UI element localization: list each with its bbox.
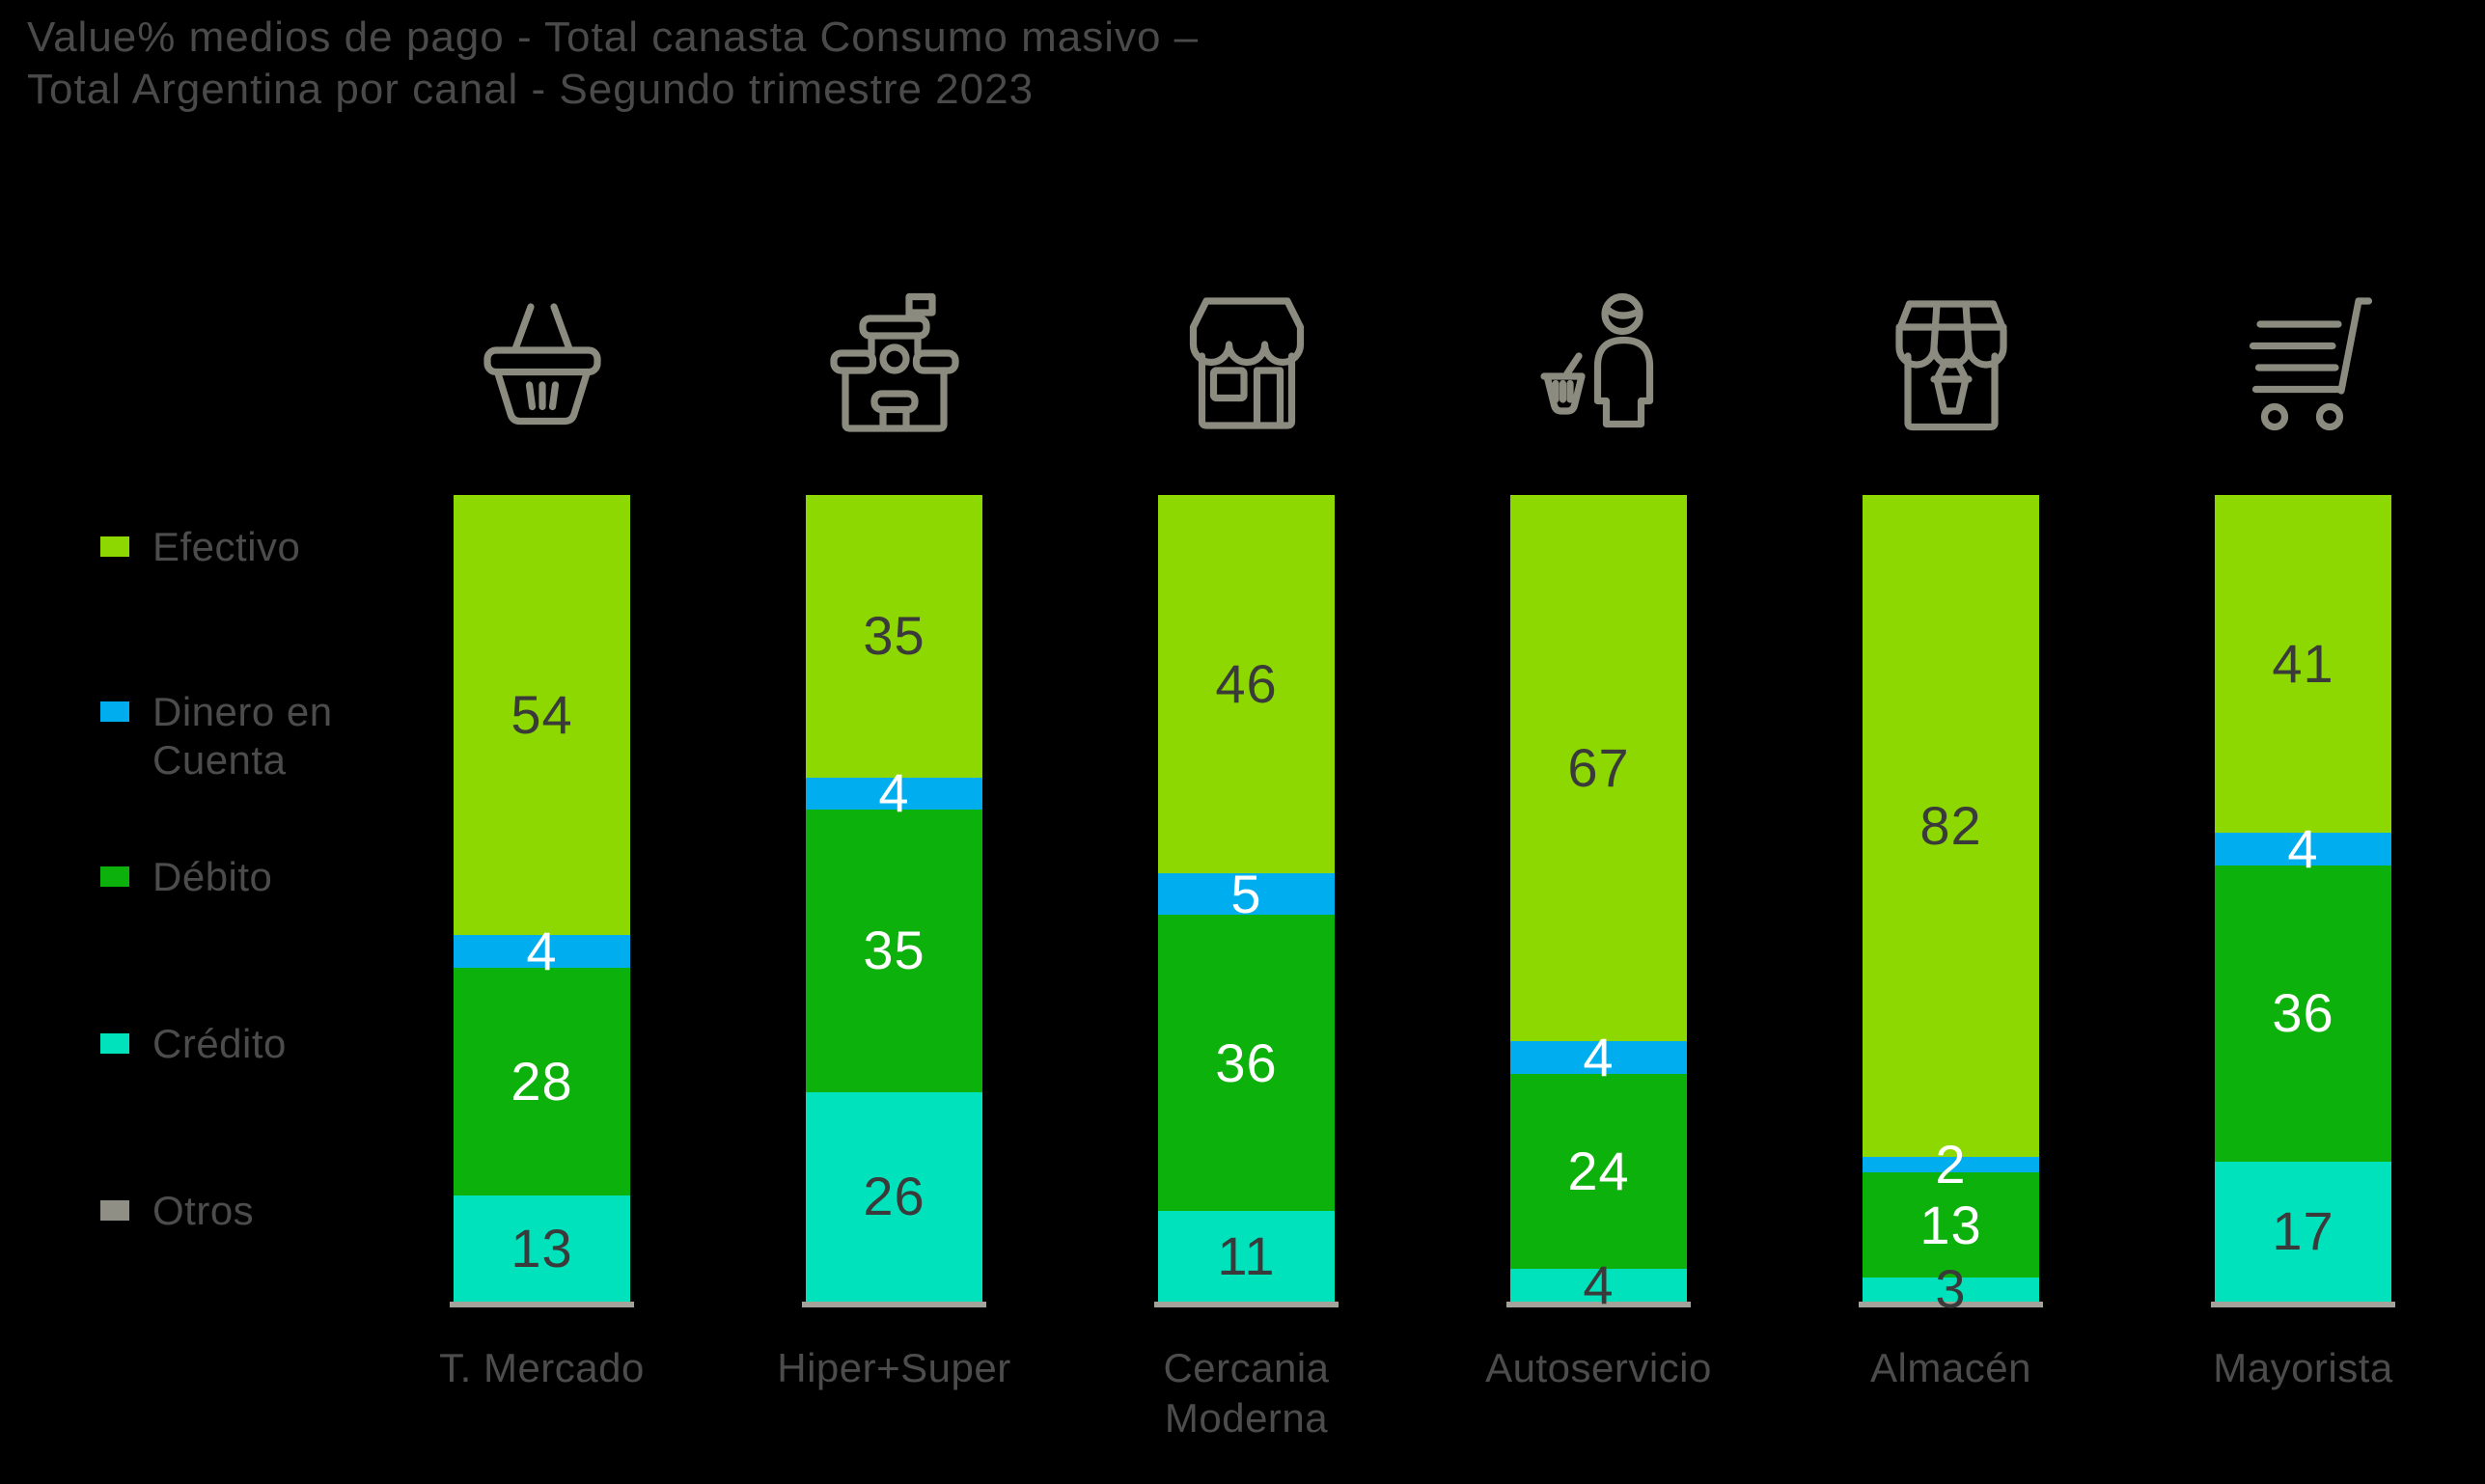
segment-otros <box>802 1302 986 1307</box>
value-label: 13 <box>511 1218 573 1279</box>
value-label: 46 <box>1215 653 1278 715</box>
value-label: 36 <box>1215 1031 1278 1093</box>
segment-d-bito: 36 <box>1158 915 1335 1212</box>
category-label: Hiper+Super <box>777 1345 1011 1390</box>
bar-column: 46 5 36 11 <box>1154 495 1339 1307</box>
category-label: T. Mercado <box>439 1345 645 1390</box>
bar-column: 67 4 24 4 <box>1506 495 1691 1312</box>
segment-cr-dito: 11 <box>1158 1211 1335 1302</box>
legend-item: Dinero en Cuenta <box>100 688 333 784</box>
segment-cr-dito: 17 <box>2215 1161 2391 1302</box>
segment-cr-dito: 26 <box>806 1091 982 1302</box>
segment-dinero-en-cuenta: 4 <box>2215 821 2391 875</box>
legend-item: Débito <box>100 853 272 901</box>
segment-efectivo: 41 <box>2215 495 2391 833</box>
value-label: 17 <box>2272 1200 2334 1262</box>
value-label: 4 <box>526 920 558 981</box>
value-label: 82 <box>1919 794 1982 856</box>
legend-label: Otros <box>152 1188 255 1233</box>
shopper-icon <box>1527 289 1671 434</box>
segment-dinero-en-cuenta: 4 <box>454 923 630 977</box>
legend-item: Otros <box>100 1187 254 1235</box>
value-label: 4 <box>1583 1026 1615 1087</box>
segment-d-bito: 13 <box>1863 1172 2039 1278</box>
bar-column: 54 4 28 13 <box>450 495 634 1307</box>
value-label: 41 <box>2272 632 2334 694</box>
legend-swatch <box>100 866 129 887</box>
value-label: 67 <box>1567 736 1630 798</box>
legend-item: Crédito <box>100 1020 287 1068</box>
value-label: 24 <box>1567 1140 1630 1201</box>
segment-dinero-en-cuenta: 2 <box>1863 1137 2039 1191</box>
value-label: 5 <box>1230 863 1262 924</box>
segment-dinero-en-cuenta: 4 <box>806 766 982 820</box>
cart-icon <box>2231 289 2376 434</box>
value-label: 54 <box>511 684 573 746</box>
segment-otros <box>1506 1302 1691 1307</box>
segment-cr-dito: 4 <box>1510 1258 1687 1312</box>
category-label: Almacén <box>1870 1345 2031 1390</box>
segment-otros <box>1154 1302 1339 1307</box>
segment-efectivo: 46 <box>1158 495 1335 874</box>
value-label: 11 <box>1217 1225 1276 1287</box>
bar-column: 82 2 13 3 <box>1859 495 2043 1316</box>
legend-label: Efectivo <box>152 524 301 569</box>
segment-efectivo: 54 <box>454 495 630 936</box>
storefront-icon <box>1174 289 1319 434</box>
legend-swatch <box>100 1200 129 1221</box>
segment-d-bito: 24 <box>1510 1073 1687 1270</box>
category-label: Autoservicio <box>1485 1345 1712 1390</box>
segment-efectivo: 67 <box>1510 495 1687 1041</box>
basket-icon <box>470 289 615 434</box>
value-label: 3 <box>1935 1258 1967 1320</box>
segment-cr-dito: 13 <box>454 1195 630 1302</box>
bar-column: 35 4 35 26 <box>802 495 986 1307</box>
segment-d-bito: 28 <box>454 967 630 1196</box>
segment-efectivo: 35 <box>806 495 982 778</box>
value-label: 26 <box>863 1166 925 1227</box>
legend-label: Crédito <box>152 1021 287 1066</box>
segment-otros <box>1859 1302 2043 1307</box>
value-label: 4 <box>878 762 910 824</box>
segment-otros <box>450 1302 634 1307</box>
legend-item: Efectivo <box>100 523 300 571</box>
segment-d-bito: 36 <box>2215 865 2391 1162</box>
category-label: Cercania Moderna <box>1163 1345 1330 1441</box>
chart-title: Value% medios de pago - Total canasta Co… <box>27 14 1200 113</box>
bar-column: 41 4 36 17 <box>2211 495 2395 1307</box>
value-label: 13 <box>1919 1194 1982 1255</box>
legend-swatch <box>100 1033 129 1054</box>
segment-dinero-en-cuenta: 5 <box>1158 866 1335 921</box>
segment-efectivo: 82 <box>1863 495 2039 1157</box>
segment-otros <box>2211 1302 2395 1307</box>
category-label: Mayorista <box>2213 1345 2393 1390</box>
segment-dinero-en-cuenta: 4 <box>1510 1030 1687 1084</box>
value-label: 4 <box>2287 817 2319 879</box>
legend-label: Débito <box>152 854 273 899</box>
segment-d-bito: 35 <box>806 810 982 1092</box>
legend-label: Dinero en Cuenta <box>152 689 333 783</box>
value-label: 35 <box>863 920 925 981</box>
value-label: 36 <box>2272 982 2334 1044</box>
value-label: 2 <box>1935 1133 1967 1195</box>
segment-cr-dito: 3 <box>1863 1262 2039 1316</box>
legend-swatch <box>100 536 129 557</box>
value-label: 28 <box>511 1051 573 1113</box>
legend-swatch <box>100 701 129 722</box>
value-label: 4 <box>1583 1254 1615 1316</box>
almacen-store-icon <box>1879 289 2024 434</box>
value-label: 35 <box>863 605 925 667</box>
hypermarket-icon <box>822 289 967 434</box>
